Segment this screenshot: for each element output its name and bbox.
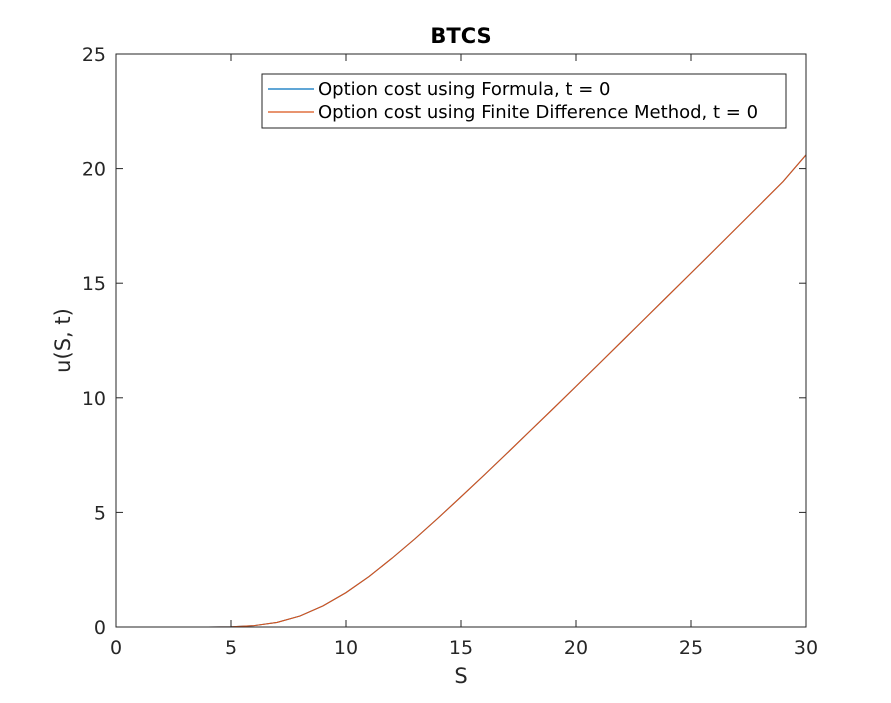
legend-box [261,73,787,129]
x-tick-label: 5 [225,637,237,659]
axes-layer: 0 5 10 15 20 25 30 0 5 10 15 20 25 [82,44,818,659]
x-tick-label: 30 [794,637,818,659]
y-tick-label: 20 [82,159,106,181]
y-tick-label: 10 [82,388,106,410]
x-tick-label: 15 [449,637,473,659]
y-axis-label: u(S, t) [51,308,75,373]
legend-label-2: Option cost using Finite Difference Meth… [318,102,758,123]
x-tick-label: 0 [110,637,122,659]
y-tick-label: 5 [94,502,106,524]
chart-title: BTCS [430,24,491,48]
y-tick-label: 0 [94,617,106,639]
plot-area [116,54,806,627]
x-tick-label: 25 [679,637,703,659]
x-tick-label: 10 [334,637,358,659]
y-tick-label: 25 [82,44,106,66]
legend-label-1: Option cost using Formula, t = 0 [318,79,610,100]
x-tick-label: 20 [564,637,588,659]
y-tick-label: 15 [82,273,106,295]
x-axis-label: S [454,664,467,688]
